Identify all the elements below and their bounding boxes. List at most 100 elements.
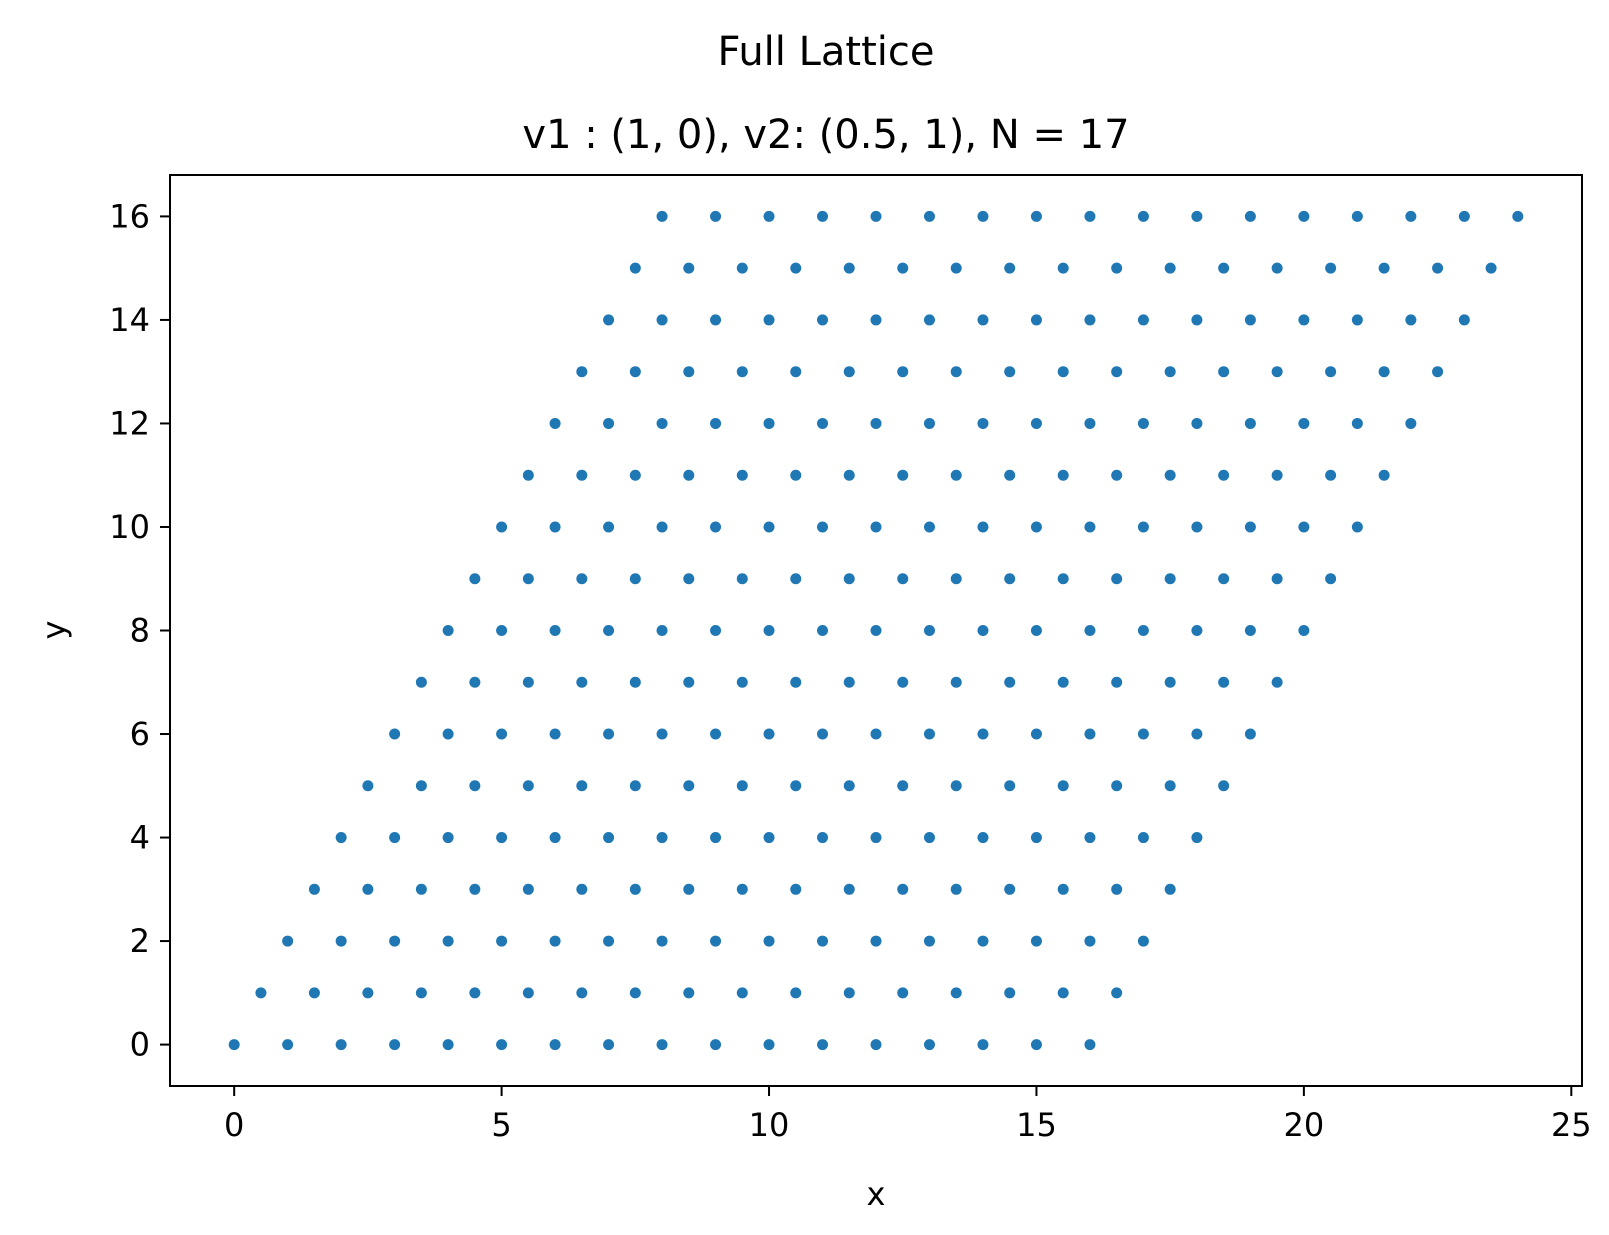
lattice-point <box>603 417 615 429</box>
lattice-point <box>1057 366 1069 378</box>
lattice-point <box>522 883 534 895</box>
lattice-point <box>362 780 374 792</box>
lattice-point <box>817 521 829 533</box>
lattice-point <box>469 573 481 585</box>
lattice-point <box>469 987 481 999</box>
lattice-point <box>1218 262 1230 274</box>
lattice-point <box>763 625 775 636</box>
lattice-point <box>923 1039 935 1051</box>
lattice-point <box>389 935 401 947</box>
lattice-point <box>576 366 588 378</box>
lattice-point <box>1351 521 1363 533</box>
lattice-point <box>1057 883 1069 895</box>
lattice-point <box>1057 676 1069 688</box>
lattice-point <box>549 728 561 740</box>
lattice-point <box>1458 314 1470 326</box>
lattice-point <box>950 573 962 585</box>
lattice-point <box>1030 935 1042 947</box>
lattice-point <box>897 676 909 688</box>
lattice-point <box>1084 210 1096 222</box>
lattice-point <box>977 210 989 222</box>
y-tick-label: 14 <box>109 301 150 339</box>
lattice-point <box>950 676 962 688</box>
lattice-point <box>389 832 401 844</box>
lattice-point <box>469 780 481 792</box>
lattice-point <box>897 987 909 999</box>
lattice-point <box>576 987 588 999</box>
lattice-point <box>977 832 989 844</box>
chart-subtitle: v1 : (1, 0), v2: (0.5, 1), N = 17 <box>522 112 1129 158</box>
lattice-point <box>710 832 722 844</box>
lattice-point <box>870 625 882 636</box>
lattice-point <box>897 573 909 585</box>
lattice-point <box>790 262 802 274</box>
lattice-point <box>1137 417 1149 429</box>
lattice-point <box>1137 521 1149 533</box>
lattice-point <box>228 1039 240 1051</box>
lattice-point <box>1111 883 1123 895</box>
lattice-point <box>1218 676 1230 688</box>
lattice-point <box>496 832 508 844</box>
lattice-point <box>763 210 775 222</box>
lattice-point <box>1057 987 1069 999</box>
lattice-point <box>576 676 588 688</box>
lattice-point <box>817 314 829 326</box>
x-tick-label: 0 <box>224 1106 244 1144</box>
lattice-point <box>1030 832 1042 844</box>
lattice-point <box>1111 676 1123 688</box>
lattice-point <box>843 987 855 999</box>
lattice-point <box>950 987 962 999</box>
lattice-point <box>710 314 722 326</box>
lattice-point <box>415 987 427 999</box>
lattice-point <box>496 935 508 947</box>
lattice-point <box>415 676 427 688</box>
lattice-point <box>1084 1039 1096 1051</box>
lattice-point <box>282 935 294 947</box>
lattice-point <box>1298 521 1310 533</box>
lattice-point <box>1084 832 1096 844</box>
lattice-point <box>763 832 775 844</box>
lattice-point <box>1030 521 1042 533</box>
lattice-point <box>1111 780 1123 792</box>
lattice-point <box>1030 625 1042 636</box>
lattice-point <box>1030 417 1042 429</box>
lattice-point <box>1030 1039 1042 1051</box>
lattice-point <box>683 262 695 274</box>
chart-title: Full Lattice <box>718 29 935 75</box>
lattice-point <box>576 780 588 792</box>
lattice-point <box>1378 469 1390 481</box>
lattice-point <box>549 1039 561 1051</box>
lattice-point <box>496 1039 508 1051</box>
lattice-point <box>790 573 802 585</box>
lattice-point <box>442 832 454 844</box>
lattice-point <box>603 728 615 740</box>
lattice-point <box>1485 262 1497 274</box>
lattice-point <box>1137 625 1149 636</box>
lattice-point <box>549 625 561 636</box>
lattice-point <box>1004 883 1016 895</box>
lattice-point <box>1351 210 1363 222</box>
y-tick-label: 12 <box>109 404 150 442</box>
lattice-point <box>923 728 935 740</box>
lattice-point <box>817 210 829 222</box>
lattice-point <box>255 987 267 999</box>
lattice-point <box>469 676 481 688</box>
lattice-point <box>1351 314 1363 326</box>
lattice-point <box>763 935 775 947</box>
lattice-point <box>576 883 588 895</box>
lattice-point <box>415 883 427 895</box>
lattice-point <box>1218 366 1230 378</box>
lattice-point <box>1271 676 1283 688</box>
lattice-point <box>1325 573 1337 585</box>
lattice-point <box>736 469 748 481</box>
lattice-point <box>817 935 829 947</box>
lattice-point <box>870 521 882 533</box>
lattice-point <box>897 883 909 895</box>
lattice-point <box>817 625 829 636</box>
lattice-point <box>1030 210 1042 222</box>
lattice-point <box>629 469 641 481</box>
lattice-point <box>335 935 347 947</box>
lattice-point <box>1164 780 1176 792</box>
y-tick-label: 8 <box>130 612 150 650</box>
lattice-point <box>843 366 855 378</box>
